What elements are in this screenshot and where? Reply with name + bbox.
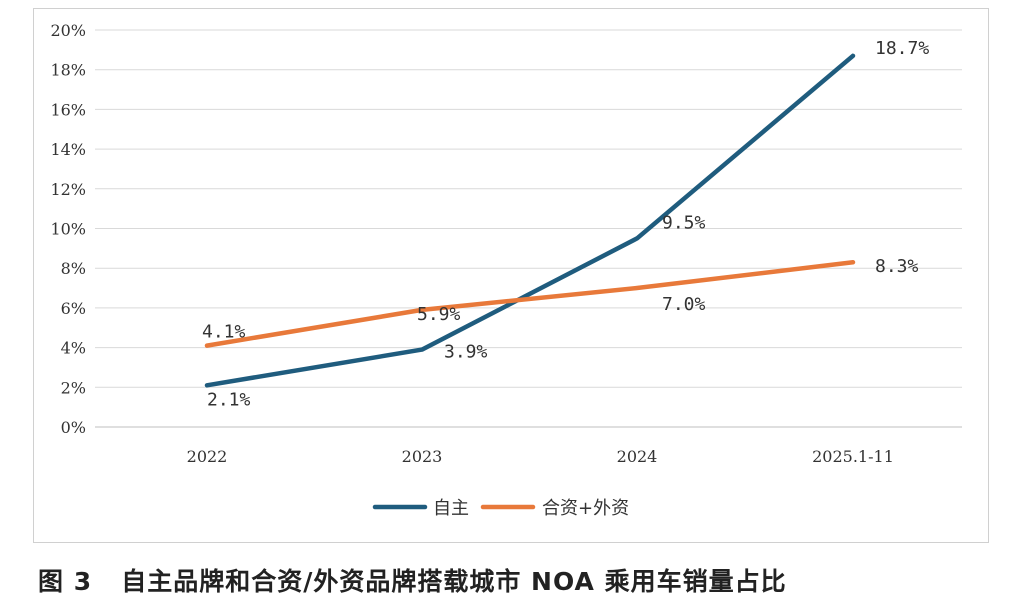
data-label: 9.5% <box>662 212 706 233</box>
x-tick-label: 2025.1-11 <box>812 447 894 466</box>
legend-label: 合资+外资 <box>542 498 629 519</box>
data-label: 7.0% <box>662 294 706 315</box>
y-tick-label: 18% <box>50 61 86 80</box>
y-tick-label: 4% <box>61 339 86 358</box>
y-tick-label: 0% <box>61 418 86 437</box>
y-tick-label: 20% <box>50 21 86 40</box>
x-tick-label: 2024 <box>617 447 658 466</box>
y-tick-label: 6% <box>61 299 86 318</box>
data-label: 5.9% <box>417 304 461 325</box>
y-tick-label: 14% <box>50 140 86 159</box>
legend-label: 自主 <box>433 498 469 519</box>
data-label: 2.1% <box>207 389 251 410</box>
y-tick-label: 10% <box>50 220 86 239</box>
series-line-1 <box>204 259 856 348</box>
line-chart: 0% 2% 4% 6% 8% 10% 12% 14% 16% 18% 20% 2022 2023 2024… <box>50 21 962 519</box>
data-label: 18.7% <box>875 38 929 59</box>
x-tick-label: 2022 <box>187 447 228 466</box>
data-label: 8.3% <box>875 256 919 277</box>
y-tick-label: 2% <box>61 378 86 397</box>
data-label: 4.1% <box>202 322 246 343</box>
y-tick-label: 12% <box>50 180 86 199</box>
y-tick-label: 8% <box>61 259 86 278</box>
series-line-0 <box>204 53 856 388</box>
data-label: 3.9% <box>444 342 488 363</box>
x-tick-label: 2023 <box>402 447 443 466</box>
figure-caption: 图 3 自主品牌和合资/外资品牌搭载城市 NOA 乘用车销量占比 <box>38 567 787 596</box>
chart-frame <box>33 8 989 543</box>
y-tick-label: 16% <box>50 100 86 119</box>
